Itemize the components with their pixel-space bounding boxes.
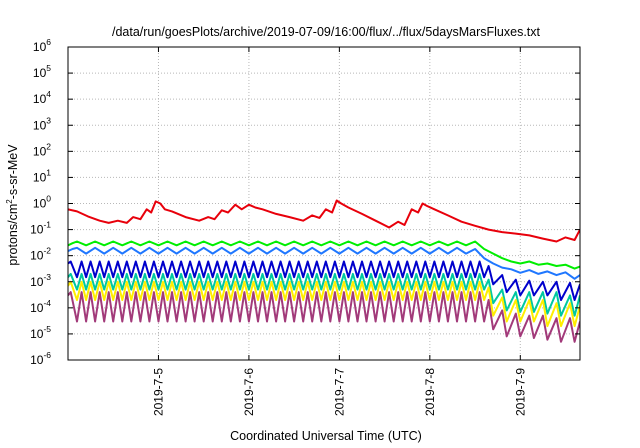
y-tick-label-exponent: 4 (46, 89, 51, 99)
series-line-2 (68, 240, 580, 270)
y-axis-label: protons/cm2-s-sr-MeV (5, 144, 20, 266)
x-tick-label: 2019-7-5 (151, 368, 165, 416)
y-tick-label: 10-3 (30, 272, 51, 289)
y-tick-label: 106 (33, 37, 51, 54)
y-axis: 10-610-510-410-310-210-11001011021031041… (30, 37, 580, 367)
y-tick-label-base: 10 (30, 249, 44, 263)
y-tick-label-exponent: -4 (43, 298, 51, 308)
x-tick-label: 2019-7-7 (332, 368, 346, 416)
y-tick-label: 10-5 (30, 324, 51, 341)
y-tick-label-base: 10 (33, 92, 47, 106)
y-tick-label: 101 (33, 167, 51, 184)
series-line-1 (68, 199, 580, 243)
y-tick-label: 10-6 (30, 350, 51, 367)
y-tick-label: 100 (33, 194, 51, 211)
series-line-3 (68, 246, 580, 280)
x-axis: 2019-7-5 2019-7-6 2019-7-7 2019-7-8 2019-7-9 (151, 47, 527, 416)
series-line-7 (68, 291, 580, 343)
y-tick-label: 105 (33, 63, 51, 80)
series-line-4 (68, 260, 580, 301)
y-tick-label-base: 10 (30, 327, 44, 341)
y-tick-label: 102 (33, 141, 51, 158)
x-tick-label: 2019-7-8 (423, 368, 437, 416)
y-tick-label-base: 10 (30, 223, 44, 237)
series-layer (68, 199, 580, 343)
y-axis-label-rest: -s-sr-MeV (6, 144, 20, 200)
y-tick-label-exponent: -1 (43, 220, 51, 230)
y-axis-label-base: protons/cm (6, 204, 20, 266)
y-tick-label-exponent: 1 (46, 167, 51, 177)
x-tick-label: 2019-7-6 (242, 368, 256, 416)
y-tick-label-exponent: 2 (46, 141, 51, 151)
y-tick-label-exponent: 3 (46, 115, 51, 125)
series-line-6 (68, 280, 580, 328)
y-tick-label-base: 10 (33, 170, 47, 184)
y-tick-label: 10-1 (30, 220, 51, 237)
y-tick-label: 10-4 (30, 298, 51, 315)
y-tick-label-base: 10 (33, 118, 47, 132)
grid-lines (68, 47, 580, 360)
y-tick-label-base: 10 (33, 66, 47, 80)
y-tick-label-exponent: -2 (43, 246, 51, 256)
y-tick-label-exponent: -3 (43, 272, 51, 282)
y-tick-label-base: 10 (30, 301, 44, 315)
y-tick-label-exponent: -6 (43, 350, 51, 360)
y-tick-label: 103 (33, 115, 51, 132)
chart-title: /data/run/goesPlots/archive/2019-07-09/1… (112, 25, 541, 39)
y-tick-label-base: 10 (33, 197, 47, 211)
y-axis-label-superscript: 2 (5, 199, 14, 204)
x-axis-label: Coordinated Universal Time (UTC) (230, 429, 422, 443)
y-tick-label: 104 (33, 89, 51, 106)
y-tick-label-base: 10 (33, 144, 47, 158)
series-line-5 (68, 272, 580, 317)
y-tick-label: 10-2 (30, 246, 51, 263)
y-tick-label-base: 10 (33, 40, 47, 54)
x-tick-label: 2019-7-9 (513, 368, 527, 416)
y-tick-label-exponent: 0 (46, 194, 51, 204)
y-tick-label-exponent: 6 (46, 37, 51, 47)
y-tick-label-exponent: -5 (43, 324, 51, 334)
y-tick-label-exponent: 5 (46, 63, 51, 73)
y-tick-label-base: 10 (30, 353, 44, 367)
y-tick-label-base: 10 (30, 275, 44, 289)
